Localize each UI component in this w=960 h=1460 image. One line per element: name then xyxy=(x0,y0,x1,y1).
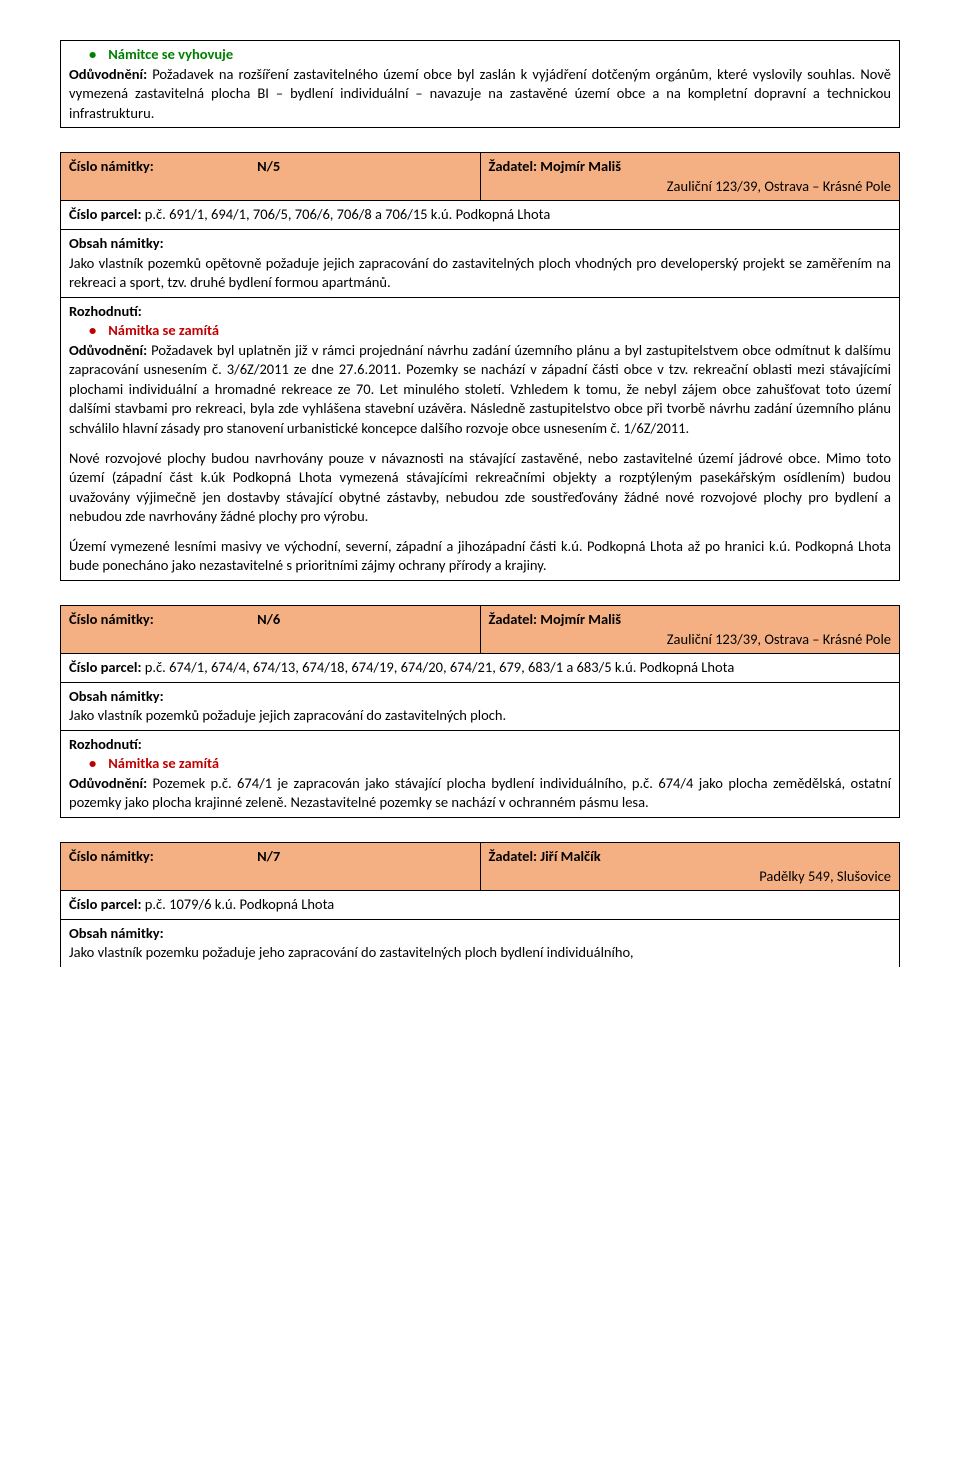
zadatel-addr: Zauliční 123/39, Ostrava – Krásné Pole xyxy=(489,630,892,650)
b3-cislo-cell: Číslo námitky: N/6 xyxy=(61,605,481,653)
b2-p1-text: Požadavek byl uplatněn již v rámci proje… xyxy=(69,341,891,437)
b3-p1-text: Pozemek p.č. 674/1 je zapracován jako st… xyxy=(69,774,891,812)
oduv-label: Odůvodnění: xyxy=(69,341,147,359)
parcel-label: Číslo parcel: xyxy=(69,895,141,913)
obsah-body: Jako vlastník pozemků požaduje jejich za… xyxy=(69,706,891,726)
parcel-label: Číslo parcel: xyxy=(69,658,141,676)
obsah-body: Jako vlastník pozemků opětovně požaduje … xyxy=(69,254,891,293)
b4-zadatel-cell: Žadatel: Jiří Malčík Padělky 549, Slušov… xyxy=(480,843,900,891)
zadatel-label: Žadatel: Jiří Malčík xyxy=(489,847,892,867)
b4-obsah-cell: Obsah námitky: Jako vlastník pozemku pož… xyxy=(61,919,900,967)
objection-block-4: Číslo námitky: N/7 Žadatel: Jiří Malčík … xyxy=(60,842,900,967)
b3-parcel-cell: Číslo parcel: p.č. 674/1, 674/4, 674/13,… xyxy=(61,654,900,683)
cislo-label: Číslo námitky: xyxy=(69,610,154,628)
parcel-value: p.č. 691/1, 694/1, 706/5, 706/6, 706/8 a… xyxy=(145,205,551,223)
parcel-value: p.č. 674/1, 674/4, 674/13, 674/18, 674/1… xyxy=(145,658,735,676)
b3-obsah-cell: Obsah námitky: Jako vlastník pozemků pož… xyxy=(61,682,900,730)
b2-parcel-cell: Číslo parcel: p.č. 691/1, 694/1, 706/5, … xyxy=(61,201,900,230)
b2-obsah-cell: Obsah námitky: Jako vlastník pozemků opě… xyxy=(61,229,900,297)
parcel-label: Číslo parcel: xyxy=(69,205,141,223)
zadatel-label: Žadatel: Mojmír Mališ xyxy=(489,610,892,630)
b2-p2: Nové rozvojové plochy budou navrhovány p… xyxy=(69,449,891,527)
oduv-label: Odůvodnění: xyxy=(69,65,152,83)
rejection-bullet: Námitka se zamítá xyxy=(89,754,219,772)
obsah-label: Obsah námitky: xyxy=(69,234,891,254)
b2-cislo-cell: Číslo námitky: N/5 xyxy=(61,153,481,201)
cislo-label: Číslo námitky: xyxy=(69,847,154,865)
b2-roz-cell: Rozhodnutí: Námitka se zamítá Odůvodnění… xyxy=(61,297,900,580)
b3-zadatel-cell: Žadatel: Mojmír Mališ Zauliční 123/39, O… xyxy=(480,605,900,653)
objection-block-1: Námitce se vyhovuje Odůvodnění: Požadave… xyxy=(60,40,900,128)
rejection-bullet: Námitka se zamítá xyxy=(89,321,219,339)
oduv-label: Odůvodnění: xyxy=(69,774,147,792)
approval-bullet: Námitce se vyhovuje xyxy=(89,45,233,63)
cislo-value: N/6 xyxy=(157,610,280,628)
zadatel-addr: Padělky 549, Slušovice xyxy=(489,867,892,887)
cislo-value: N/5 xyxy=(157,157,280,175)
b4-parcel-cell: Číslo parcel: p.č. 1079/6 k.ú. Podkopná … xyxy=(61,891,900,920)
cislo-label: Číslo námitky: xyxy=(69,157,154,175)
b4-cislo-cell: Číslo námitky: N/7 xyxy=(61,843,481,891)
objection-block-2: Číslo námitky: N/5 Žadatel: Mojmír Mališ… xyxy=(60,152,900,581)
roz-label: Rozhodnutí: xyxy=(69,302,891,322)
b2-zadatel-cell: Žadatel: Mojmír Mališ Zauliční 123/39, O… xyxy=(480,153,900,201)
roz-label: Rozhodnutí: xyxy=(69,735,891,755)
obsah-body: Jako vlastník pozemku požaduje jeho zapr… xyxy=(69,943,891,963)
b2-p1: Odůvodnění: Požadavek byl uplatněn již v… xyxy=(69,341,891,439)
zadatel-label: Žadatel: Mojmír Mališ xyxy=(489,157,892,177)
b3-p1: Odůvodnění: Pozemek p.č. 674/1 je zaprac… xyxy=(69,774,891,813)
parcel-value: p.č. 1079/6 k.ú. Podkopná Lhota xyxy=(145,895,334,913)
objection-block-3: Číslo námitky: N/6 Žadatel: Mojmír Mališ… xyxy=(60,605,900,818)
parcel-row: Číslo parcel: p.č. 674/1, 674/4, 674/13,… xyxy=(69,658,891,678)
b2-p3: Území vymezené lesními masivy ve východn… xyxy=(69,537,891,576)
block1-content: Námitce se vyhovuje Odůvodnění: Požadave… xyxy=(61,41,900,128)
cislo-value: N/7 xyxy=(157,847,280,865)
block1-body: Odůvodnění: Požadavek na rozšíření zasta… xyxy=(69,65,891,124)
obsah-label: Obsah námitky: xyxy=(69,687,891,707)
b3-roz-cell: Rozhodnutí: Námitka se zamítá Odůvodnění… xyxy=(61,730,900,817)
obsah-label: Obsah námitky: xyxy=(69,924,891,944)
zadatel-addr: Zauliční 123/39, Ostrava – Krásné Pole xyxy=(489,177,892,197)
